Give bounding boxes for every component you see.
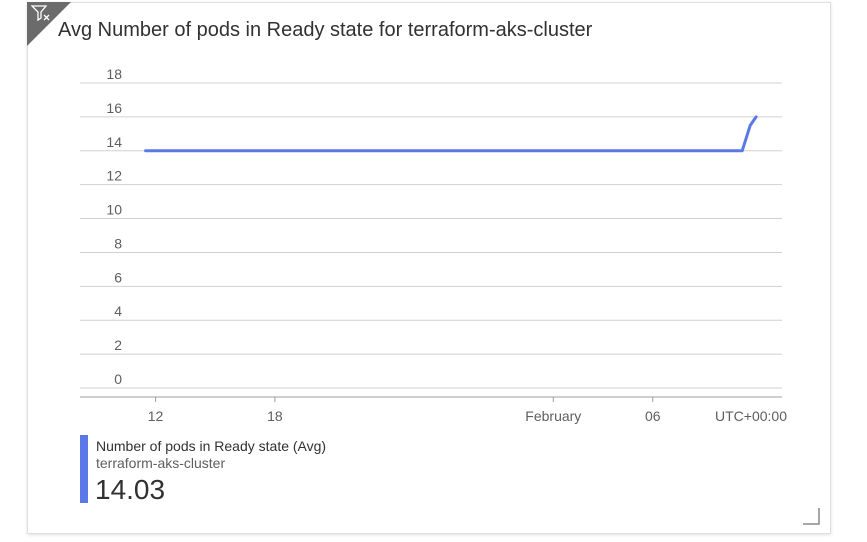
y-tick-label: 14 — [106, 134, 122, 150]
y-tick-label: 18 — [106, 66, 122, 82]
legend-metric-name: Number of pods in Ready state (Avg) — [96, 438, 327, 454]
resize-handle-icon[interactable] — [801, 506, 821, 526]
y-tick-label: 2 — [114, 337, 122, 353]
y-tick-label: 12 — [106, 168, 122, 184]
series-line[interactable] — [144, 115, 758, 153]
legend-color-bar — [80, 435, 88, 503]
y-tick-label: 10 — [106, 202, 122, 218]
legend-value: 14.03 — [95, 474, 166, 505]
chart-tile[interactable] — [27, 2, 831, 534]
x-tick-label: 18 — [267, 408, 283, 424]
y-tick-label: 6 — [114, 269, 122, 285]
y-tick-label: 4 — [114, 303, 122, 319]
chart-title: Avg Number of pods in Ready state for te… — [58, 19, 593, 41]
x-tick-label: 12 — [148, 408, 164, 424]
y-tick-label: 16 — [106, 100, 122, 116]
filter-icon[interactable] — [31, 5, 51, 23]
y-tick-label: 8 — [114, 235, 122, 251]
tile-corner — [27, 2, 71, 46]
legend-resource-name: terraform-aks-cluster — [96, 455, 226, 471]
y-tick-label: 0 — [114, 371, 122, 387]
x-tick-label: 06 — [645, 408, 661, 424]
timezone-label: UTC+00:00 — [715, 408, 787, 424]
x-tick-label: February — [525, 408, 581, 424]
